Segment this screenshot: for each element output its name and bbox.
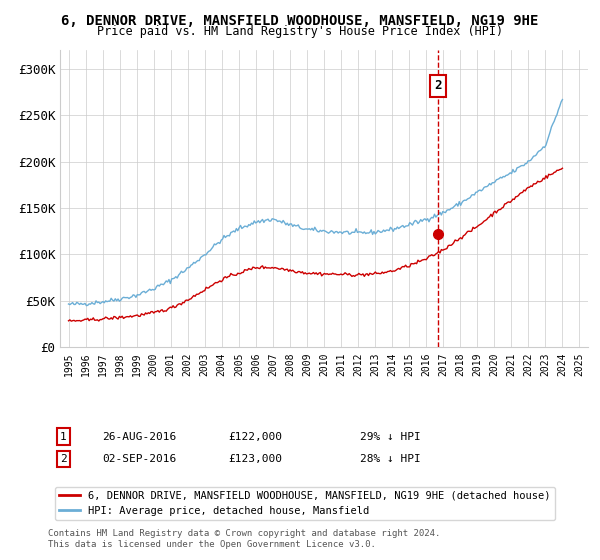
Text: 6, DENNOR DRIVE, MANSFIELD WOODHOUSE, MANSFIELD, NG19 9HE: 6, DENNOR DRIVE, MANSFIELD WOODHOUSE, MA… [61,14,539,28]
Text: Contains HM Land Registry data © Crown copyright and database right 2024.
This d: Contains HM Land Registry data © Crown c… [48,529,440,549]
Legend: 6, DENNOR DRIVE, MANSFIELD WOODHOUSE, MANSFIELD, NG19 9HE (detached house), HPI:: 6, DENNOR DRIVE, MANSFIELD WOODHOUSE, MA… [55,487,554,520]
Text: 26-AUG-2016: 26-AUG-2016 [102,432,176,442]
Text: 28% ↓ HPI: 28% ↓ HPI [360,454,421,464]
Text: 2: 2 [60,454,67,464]
Text: £122,000: £122,000 [228,432,282,442]
Text: Price paid vs. HM Land Registry's House Price Index (HPI): Price paid vs. HM Land Registry's House … [97,25,503,38]
Text: 1: 1 [60,432,67,442]
Text: 02-SEP-2016: 02-SEP-2016 [102,454,176,464]
Text: £123,000: £123,000 [228,454,282,464]
Text: 29% ↓ HPI: 29% ↓ HPI [360,432,421,442]
Text: 2: 2 [434,79,442,92]
